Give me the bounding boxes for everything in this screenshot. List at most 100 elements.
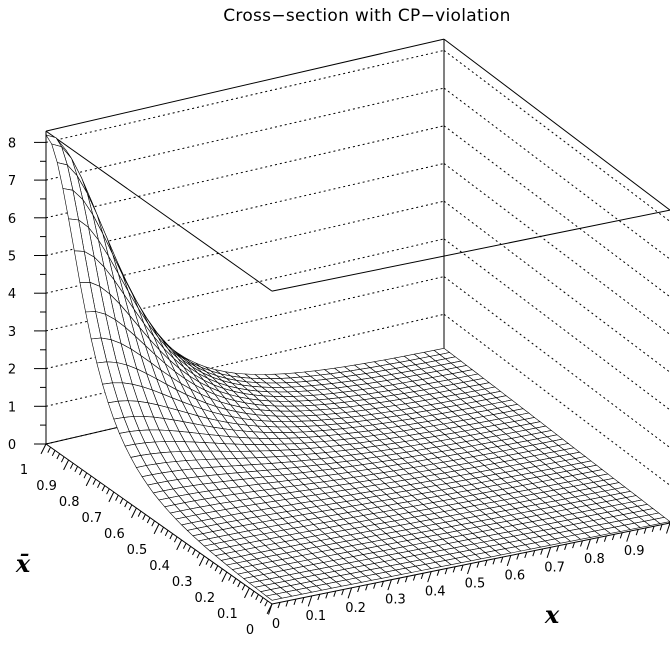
- y-axis-tick: [196, 552, 201, 559]
- y-axis-tick: [198, 555, 205, 567]
- x-tick-label: 0.1: [305, 609, 326, 624]
- y-axis-tick: [74, 466, 79, 473]
- axis-tick-labels: 00.10.20.30.40.50.60.70.80.900.10.20.30.…: [20, 443, 670, 638]
- y-axis-tick: [205, 558, 210, 565]
- y-axis-tick: [115, 494, 119, 501]
- z-tick-label: 1: [8, 400, 16, 415]
- x-axis-tick: [317, 594, 321, 601]
- x-axis-tick: [460, 564, 464, 571]
- z-gridline-right-wall: [443, 125, 670, 298]
- x-axis-tick: [373, 582, 376, 589]
- x-axis-tick: [427, 571, 432, 583]
- x-tick-label: 0.8: [584, 552, 605, 567]
- z-tick-label: 6: [8, 212, 16, 227]
- z-gridline-back-wall: [45, 238, 445, 332]
- x-axis-tick: [396, 577, 400, 584]
- x-axis-tick: [626, 530, 631, 542]
- y-axis-tick: [266, 603, 273, 615]
- y-tick-label: 1: [20, 463, 28, 478]
- frame-edge-top-back: [45, 38, 445, 132]
- y-axis-tick: [164, 530, 169, 537]
- x-tick-label: 0.4: [425, 585, 446, 600]
- x-axis-tick: [365, 584, 368, 591]
- y-tick-label: 0: [246, 623, 254, 638]
- y-tick-label: 0.1: [217, 607, 238, 622]
- surface-mesh: [45, 134, 670, 601]
- x-axis-tick: [611, 534, 615, 541]
- x-axis-tick: [506, 555, 512, 567]
- x-axis-tick: [467, 563, 472, 575]
- x-axis-tick: [420, 573, 424, 580]
- x-axis-tick: [341, 589, 345, 596]
- x-axis-tick: [484, 560, 488, 567]
- y-axis-tick: [259, 597, 264, 604]
- y-axis-tick: [187, 546, 192, 553]
- x-axis-tick: [524, 552, 528, 559]
- y-tick-label: 0.5: [127, 543, 148, 558]
- y-axis-tick: [119, 498, 124, 505]
- z-gridline-right-wall: [443, 50, 670, 222]
- x-axis-tick: [381, 581, 384, 588]
- y-axis-tick: [92, 478, 97, 485]
- x-axis-tick: [476, 561, 480, 568]
- y-axis-tick: [176, 539, 183, 551]
- x-axis-tick: [293, 598, 297, 605]
- y-axis-tick: [79, 469, 83, 476]
- y-axis-tick: [142, 514, 146, 521]
- y-axis-tick: [250, 590, 255, 597]
- x-axis-tick: [404, 576, 408, 583]
- x-axis-tick: [572, 542, 575, 549]
- x-axis-tick: [540, 548, 544, 555]
- z-tick-label: 2: [8, 363, 16, 378]
- x-axis-label: x: [544, 600, 560, 629]
- z-tick-label: 7: [8, 174, 16, 189]
- y-axis-tick: [255, 594, 259, 601]
- z-gridline-back-wall: [45, 49, 445, 143]
- y-axis-tick: [131, 507, 137, 519]
- x-axis-tick: [603, 535, 607, 542]
- y-axis-tick: [221, 571, 228, 583]
- x-axis-tick: [347, 587, 353, 599]
- x-axis-tick: [500, 556, 504, 563]
- y-axis-tick: [108, 491, 115, 503]
- y-axis-tick: [106, 488, 110, 495]
- y-axis-tick: [137, 510, 142, 517]
- x-axis-tick: [556, 545, 560, 552]
- surface-cell: [265, 593, 283, 601]
- y-axis-tick: [56, 453, 61, 460]
- x-axis-tick: [564, 543, 567, 550]
- y-axis-tick: [192, 549, 196, 556]
- z-gridline-right-wall: [443, 200, 670, 373]
- y-tick-label: 0.9: [36, 479, 57, 494]
- z-gridline-back-wall: [45, 87, 445, 181]
- frame-edge-top-front: [271, 209, 670, 292]
- x-axis-tick: [619, 532, 623, 539]
- x-axis-tick: [444, 568, 448, 575]
- z-tick-label: 5: [8, 250, 16, 265]
- x-axis-tick: [586, 539, 591, 550]
- y-axis-tick: [173, 536, 178, 543]
- x-axis-tick: [357, 586, 361, 593]
- x-tick-label: 0.9: [624, 544, 645, 559]
- x-axis-tick: [301, 597, 305, 604]
- z-gridline-right-wall: [443, 163, 670, 335]
- x-axis-tick: [333, 590, 337, 597]
- y-axis-tick: [153, 523, 160, 535]
- y-axis-tick: [146, 517, 151, 524]
- y-axis-tick: [151, 520, 155, 527]
- x-axis-tick: [516, 553, 520, 560]
- z-gridline-right-wall: [443, 313, 670, 486]
- y-axis-tick: [60, 456, 65, 463]
- z-gridline-back-wall: [45, 276, 445, 370]
- y-axis-tick: [241, 584, 246, 591]
- z-gridline-back-wall: [45, 313, 445, 407]
- y-axis-tick: [128, 504, 133, 511]
- z-gridline-right-wall: [443, 276, 670, 448]
- x-axis-tick: [659, 524, 663, 531]
- x-axis-tick: [452, 566, 456, 573]
- y-tick-label: 0.3: [172, 575, 193, 590]
- y-axis-tick: [244, 587, 250, 599]
- y-axis-tick: [85, 475, 92, 487]
- x-axis-tick: [635, 529, 639, 536]
